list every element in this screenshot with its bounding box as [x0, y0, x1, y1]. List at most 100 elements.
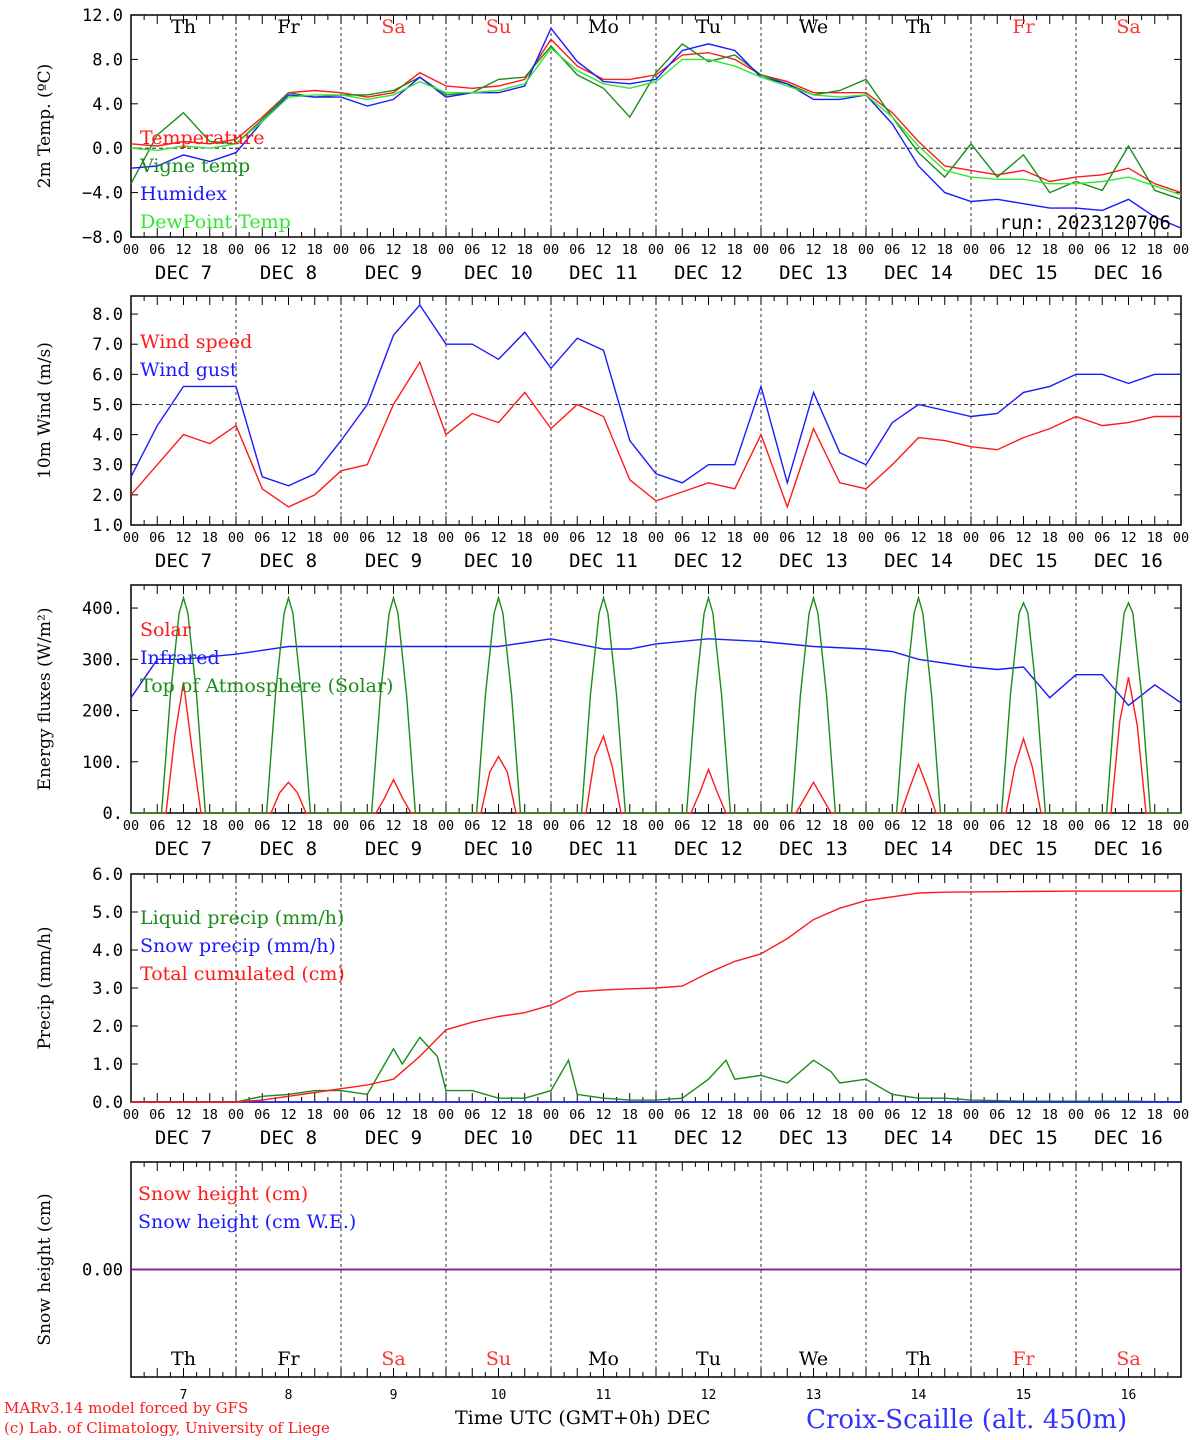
- hour-tick-label: 06: [779, 1107, 795, 1123]
- date-label: DEC 11: [569, 838, 638, 860]
- y-tick-label: 0.0: [92, 139, 123, 159]
- y-tick-label: 6.0: [92, 865, 123, 885]
- hour-tick-label: 12: [385, 242, 401, 258]
- hour-tick-label: 06: [1094, 530, 1110, 546]
- hour-tick-label: 18: [727, 1107, 743, 1123]
- y-tick-label: −8.0: [82, 228, 123, 248]
- hour-tick-label: 00: [333, 1107, 349, 1123]
- hour-tick-label: 06: [254, 242, 270, 258]
- hour-tick-label: 00: [963, 530, 979, 546]
- hour-tick-label: 18: [412, 1107, 428, 1123]
- hour-tick-label: 06: [674, 818, 690, 834]
- series-line: [130, 26, 1182, 229]
- date-label: DEC 9: [365, 1127, 422, 1149]
- y-tick-label: 7.0: [92, 335, 123, 355]
- series-line: [131, 677, 1181, 814]
- hour-tick-label: 06: [149, 818, 165, 834]
- hour-tick-label: 18: [1147, 530, 1163, 546]
- hour-tick-label: 12: [1120, 818, 1136, 834]
- date-label: DEC 7: [155, 838, 212, 860]
- hour-tick-label: 00: [753, 1107, 769, 1123]
- day-number-label: 13: [806, 1388, 822, 1403]
- hour-tick-label: 06: [779, 242, 795, 258]
- date-label: DEC 11: [569, 262, 638, 284]
- date-label: DEC 16: [1094, 262, 1163, 284]
- series-line: [130, 638, 1182, 707]
- y-axis-label: Snow height (cm): [35, 1193, 55, 1345]
- hour-tick-label: 12: [805, 1107, 821, 1123]
- date-label: DEC 16: [1094, 550, 1163, 572]
- hour-tick-label: 06: [359, 818, 375, 834]
- hour-tick-label: 00: [543, 818, 559, 834]
- hour-tick-label: 18: [832, 242, 848, 258]
- hour-tick-label: 18: [727, 818, 743, 834]
- legend-entry: Vigne temp: [139, 155, 250, 177]
- hour-tick-label: 12: [910, 242, 926, 258]
- date-label: DEC 14: [884, 550, 953, 572]
- hour-tick-label: 00: [753, 818, 769, 834]
- date-label: DEC 12: [674, 550, 743, 572]
- hour-tick-label: 18: [202, 242, 218, 258]
- hour-tick-label: 18: [832, 530, 848, 546]
- hour-tick-label: 18: [1147, 1107, 1163, 1123]
- date-label: DEC 13: [779, 262, 848, 284]
- hour-tick-label: 12: [1015, 242, 1031, 258]
- hour-tick-label: 00: [438, 818, 454, 834]
- hour-tick-label: 12: [1015, 1107, 1031, 1123]
- y-tick-label: 0.: [103, 804, 123, 824]
- hour-tick-label: 12: [280, 530, 296, 546]
- hour-tick-label: 06: [1094, 818, 1110, 834]
- hour-tick-label: 00: [648, 530, 664, 546]
- hour-tick-label: 00: [963, 1107, 979, 1123]
- y-tick-label: 300.: [82, 650, 123, 670]
- date-label: DEC 14: [884, 1127, 953, 1149]
- hour-tick-label: 06: [464, 530, 480, 546]
- date-label: DEC 10: [464, 1127, 533, 1149]
- hour-tick-label: 12: [385, 818, 401, 834]
- hour-tick-label: 12: [385, 530, 401, 546]
- hour-tick-label: 06: [254, 530, 270, 546]
- hour-tick-label: 12: [175, 1107, 191, 1123]
- hour-tick-label: 00: [228, 530, 244, 546]
- day-number-label: 8: [285, 1388, 293, 1403]
- date-label: DEC 12: [674, 838, 743, 860]
- legend-entry: Temperature: [140, 127, 264, 149]
- hour-tick-label: 00: [648, 1107, 664, 1123]
- hour-tick-label: 18: [937, 1107, 953, 1123]
- hour-tick-label: 18: [1147, 818, 1163, 834]
- series-line: [131, 1036, 1182, 1103]
- hour-tick-label: 12: [595, 242, 611, 258]
- day-name-label: Mo: [588, 1348, 619, 1370]
- hour-tick-label: 12: [1120, 1107, 1136, 1123]
- date-label: DEC 9: [365, 838, 422, 860]
- y-axis-label: Precip (mm/h): [35, 926, 55, 1049]
- date-label: DEC 10: [464, 262, 533, 284]
- date-label: DEC 11: [569, 1127, 638, 1149]
- hour-tick-label: 12: [700, 242, 716, 258]
- hour-tick-label: 00: [753, 242, 769, 258]
- hour-tick-label: 00: [543, 530, 559, 546]
- run-annotation: run: 2023120706: [999, 212, 1171, 234]
- hour-tick-label: 12: [490, 530, 506, 546]
- date-label: DEC 12: [674, 262, 743, 284]
- hour-tick-label: 18: [412, 242, 428, 258]
- y-tick-label: 2.0: [92, 1017, 123, 1037]
- series-line: [131, 595, 1181, 814]
- hour-tick-label: 12: [280, 242, 296, 258]
- hour-tick-label: 18: [307, 1107, 323, 1123]
- hour-tick-label: 06: [569, 242, 585, 258]
- y-tick-label: 0.00: [82, 1261, 123, 1281]
- hour-tick-label: 12: [175, 530, 191, 546]
- hour-tick-label: 12: [700, 1107, 716, 1123]
- hour-tick-label: 18: [307, 242, 323, 258]
- legend-entry: Snow precip (mm/h): [140, 935, 336, 957]
- date-label: DEC 13: [779, 550, 848, 572]
- day-name-label: Sa: [381, 1348, 405, 1370]
- hour-tick-label: 18: [1042, 1107, 1058, 1123]
- hour-tick-label: 18: [202, 818, 218, 834]
- hour-tick-label: 18: [1042, 818, 1058, 834]
- day-name-label: Th: [906, 16, 931, 38]
- date-label: DEC 14: [884, 838, 953, 860]
- hour-tick-label: 06: [359, 242, 375, 258]
